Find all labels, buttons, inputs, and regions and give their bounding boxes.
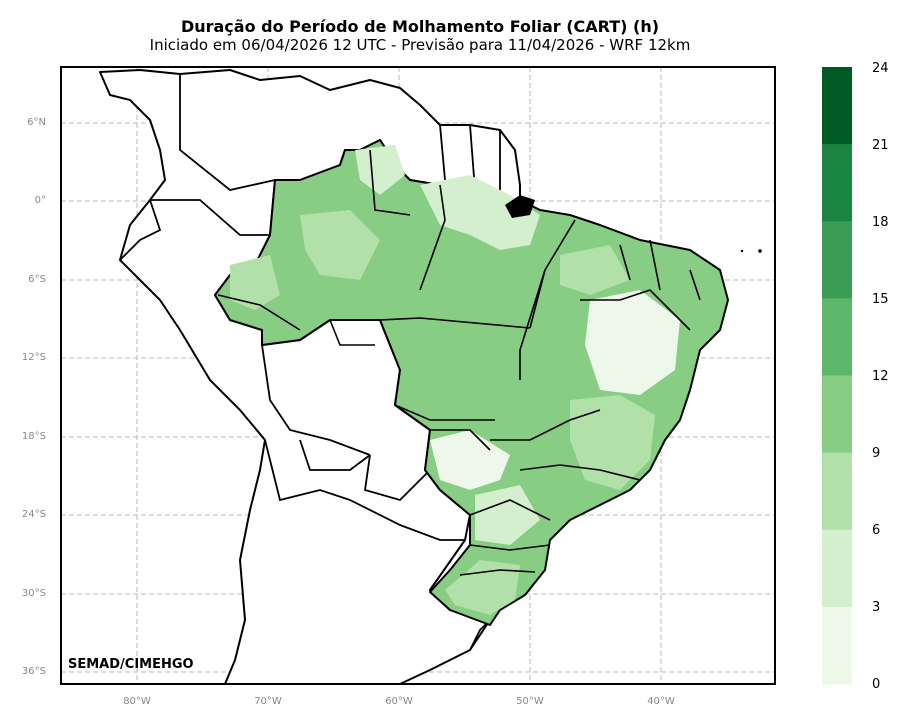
- state-border-ro: [329, 319, 375, 346]
- state-border-am-pa: [419, 184, 446, 291]
- zone-north-coast: [420, 175, 540, 250]
- lat-label-12s: 12°S: [21, 352, 46, 363]
- zone-northeast: [585, 290, 680, 395]
- state-border-mt-ms: [394, 404, 495, 421]
- zone-rondonia: [230, 255, 280, 310]
- zone-center-south: [430, 430, 510, 490]
- lon-label-80w: 80°W: [123, 696, 151, 707]
- marajo-island: [505, 195, 535, 218]
- state-border-to: [519, 269, 546, 380]
- state-border-pr-sc: [469, 544, 551, 551]
- border-argentina-paraguay: [349, 499, 465, 541]
- lat-label-36s: 36°S: [21, 666, 46, 677]
- map-border: [60, 66, 776, 685]
- lon-label-60w: 60°W: [385, 696, 413, 707]
- colorbar-tick-0: 0: [872, 677, 881, 692]
- state-border-acre: [217, 294, 301, 331]
- colorbar-tick-24: 24: [872, 61, 889, 76]
- border-peru-bolivia: [261, 344, 371, 456]
- colorbar-tick-15: 15: [872, 292, 889, 307]
- lat-label-24s: 24°S: [21, 509, 46, 520]
- state-border-sp: [469, 499, 551, 521]
- border-colombia-peru: [150, 199, 270, 236]
- colorbar-tick-21: 21: [872, 138, 889, 153]
- credit-label: SEMAD/CIMEHGO: [68, 657, 194, 672]
- zone-ne-coast: [560, 245, 630, 295]
- lat-label-6n: 6°N: [27, 117, 46, 128]
- lat-label-30s: 30°S: [21, 588, 46, 599]
- colorbar-segment: [822, 606, 852, 685]
- lat-label-0: 0°: [34, 195, 46, 206]
- lon-label-40w: 40°W: [647, 696, 675, 707]
- map-title: Duração do Período de Molhamento Foliar …: [180, 17, 660, 36]
- map-subtitle: Iniciado em 06/04/2026 12 UTC - Previsão…: [149, 36, 691, 54]
- zone-roraima: [355, 145, 405, 195]
- border-bolivia-argentina: [299, 439, 371, 471]
- border-bolivia-paraguay: [363, 454, 431, 502]
- fernando-de-noronha: [758, 249, 762, 253]
- colorbar-tick-18: 18: [872, 215, 889, 230]
- state-border-sc-rs: [459, 569, 536, 576]
- border-chile-argentina: [264, 439, 351, 502]
- zone-southeast: [570, 395, 655, 490]
- zone-rs: [445, 560, 520, 615]
- state-border-ba: [580, 289, 691, 331]
- lighter-zones: [230, 145, 680, 615]
- colorbar-tick-12: 12: [872, 369, 889, 384]
- zone-parana: [475, 485, 540, 545]
- lat-label-6s: 6°S: [28, 274, 46, 285]
- lon-label-50w: 50°W: [516, 696, 544, 707]
- atol-das-rocas: [740, 249, 744, 253]
- colorbar: [822, 67, 852, 685]
- colorbar-segment: [822, 144, 852, 222]
- colorbar-tick-6: 6: [872, 523, 881, 538]
- colorbar-tick-9: 9: [872, 446, 881, 461]
- border-ecuador: [119, 199, 162, 261]
- lon-label-70w: 70°W: [254, 696, 282, 707]
- colorbar-segment: [822, 375, 852, 454]
- lat-label-18s: 18°S: [21, 431, 46, 442]
- colorbar-segment: [822, 452, 852, 531]
- colorbar-tick-3: 3: [872, 600, 881, 615]
- state-border-go: [490, 409, 601, 441]
- colorbar-segment: [822, 529, 852, 608]
- state-border-mt-north: [330, 317, 531, 329]
- colorbar-segment: [822, 221, 852, 299]
- state-border-ms: [430, 429, 491, 451]
- state-border-roraima: [369, 149, 411, 216]
- colorbar-segment: [822, 298, 852, 376]
- state-border-mg: [519, 464, 641, 481]
- state-border-ne: [619, 239, 701, 301]
- colorbar-segment: [822, 67, 852, 145]
- zone-amazon-light: [300, 210, 380, 280]
- state-borders: [217, 149, 701, 576]
- border-venezuela: [179, 74, 276, 191]
